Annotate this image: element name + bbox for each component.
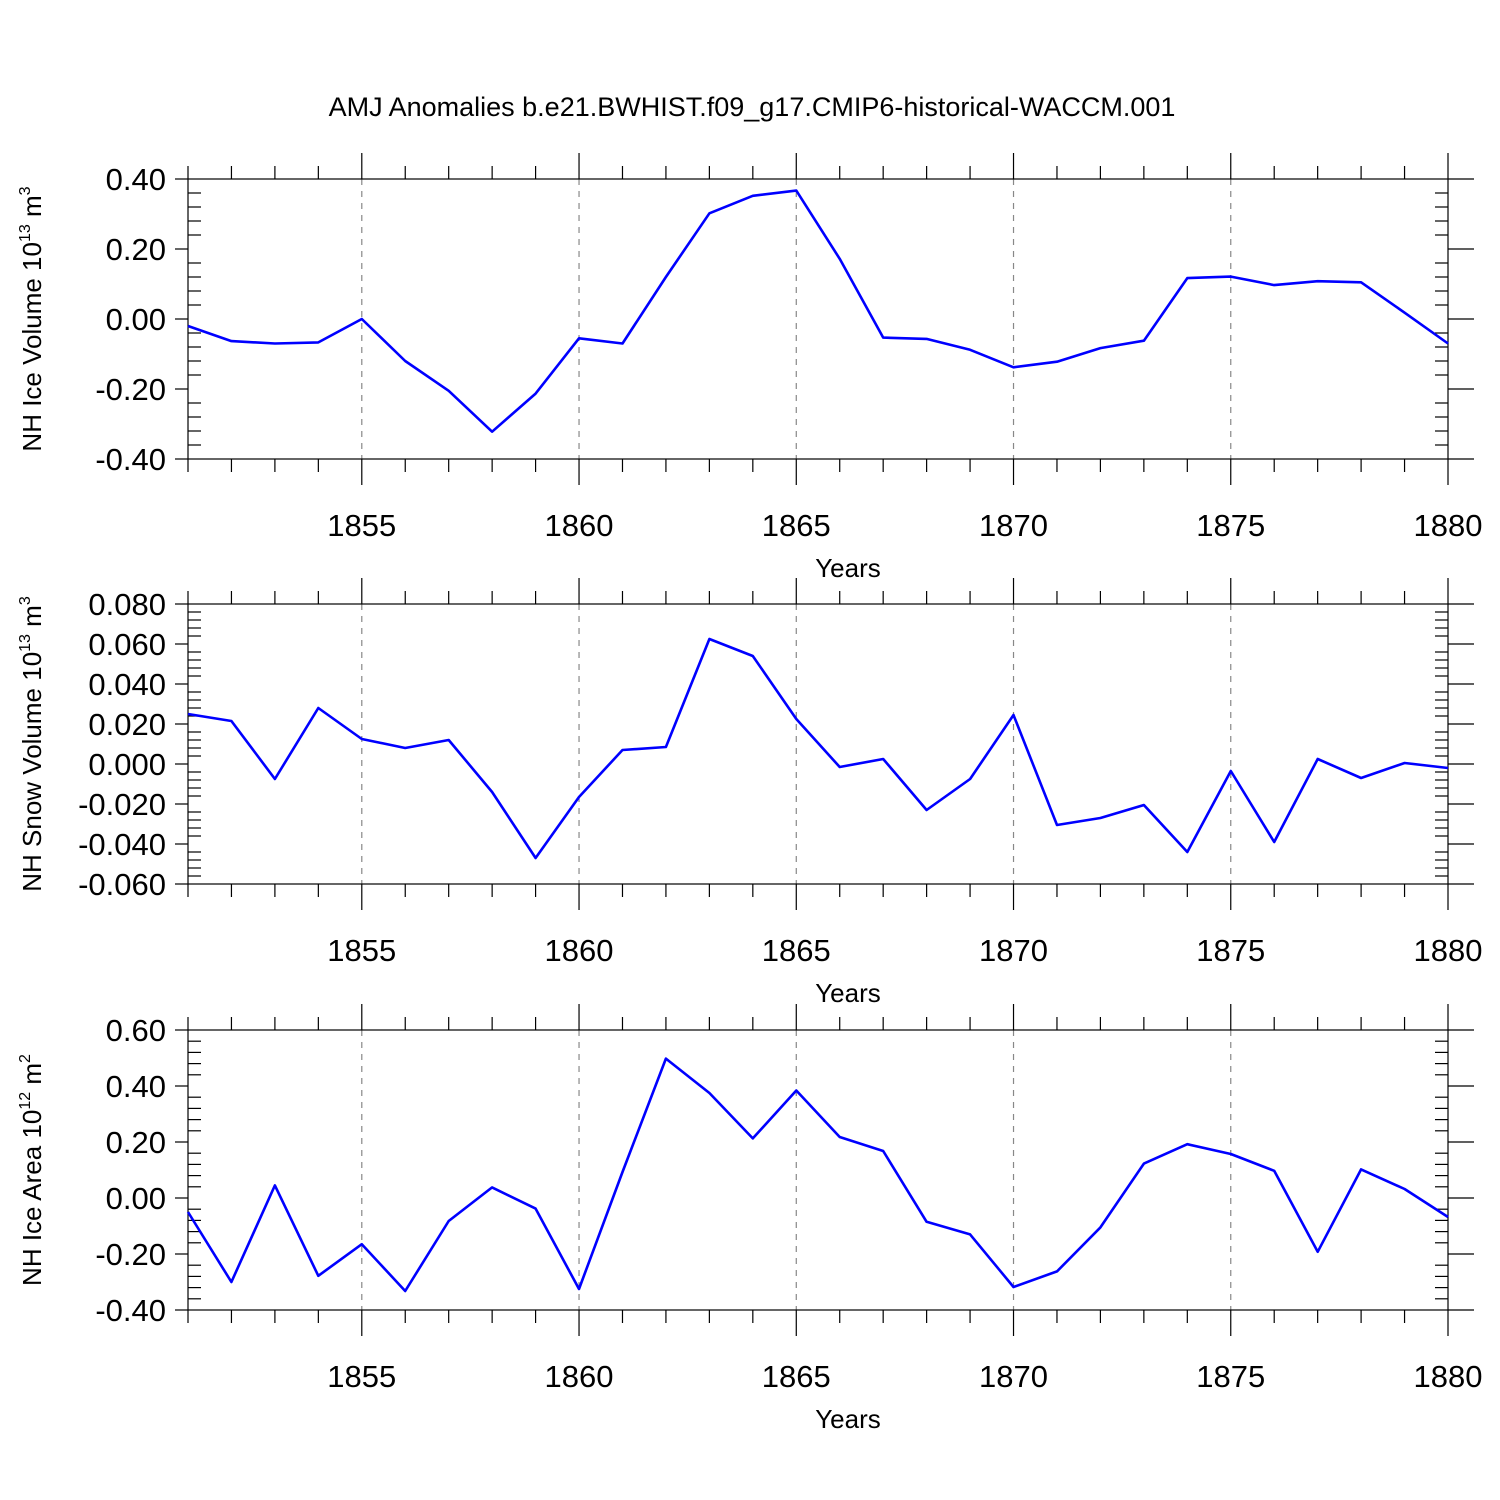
series-line bbox=[187, 637, 1449, 860]
x-tick-label: 1875 bbox=[1196, 933, 1265, 968]
y-tick-label: 0.040 bbox=[88, 667, 166, 702]
y-axis-label: NH Snow Volume 1013 m3 bbox=[17, 596, 47, 892]
y-tick-label: 0.20 bbox=[106, 232, 166, 267]
x-tick-label: 1855 bbox=[327, 508, 396, 543]
y-tick-label: 0.40 bbox=[106, 1069, 166, 1104]
series-line bbox=[187, 189, 1449, 434]
plot-frame bbox=[187, 1029, 1449, 1311]
series-line bbox=[186, 1057, 1449, 1293]
y-tick-label: 0.020 bbox=[88, 707, 166, 742]
x-tick-label: 1870 bbox=[979, 1359, 1048, 1394]
x-tick-label: 1875 bbox=[1196, 508, 1265, 543]
y-tick-label: 0.20 bbox=[106, 1125, 166, 1160]
y-tick-label: 0.60 bbox=[106, 1013, 166, 1048]
x-tick-label: 1865 bbox=[762, 933, 831, 968]
y-tick-label: -0.060 bbox=[78, 867, 166, 902]
x-tick-label: 1855 bbox=[327, 1359, 396, 1394]
y-tick-label: 0.080 bbox=[88, 587, 166, 622]
y-tick-label: 0.060 bbox=[88, 627, 166, 662]
y-tick-label: 0.000 bbox=[88, 747, 166, 782]
x-tick-label: 1870 bbox=[979, 508, 1048, 543]
x-tick-label: 1880 bbox=[1414, 1359, 1483, 1394]
panel-1: -0.40 -0.20 0.00 0.20 0.40 1855 1860 1865 1870 18… bbox=[17, 153, 1482, 583]
x-axis-label: Years bbox=[815, 553, 881, 583]
x-tick-label: 1860 bbox=[545, 508, 614, 543]
y-tick-label: 0.00 bbox=[106, 302, 166, 337]
x-tick-label: 1860 bbox=[545, 1359, 614, 1394]
y-axis-label: NH Ice Volume 1013 m3 bbox=[17, 186, 47, 451]
y-axis-label: NH Ice Area 1012 m2 bbox=[17, 1054, 47, 1286]
x-tick-label: 1880 bbox=[1414, 933, 1483, 968]
x-axis-label: Years bbox=[815, 1404, 881, 1434]
y-tick-label: -0.020 bbox=[78, 787, 166, 822]
panel-3: -0.40 -0.20 0.00 0.20 0.40 0.60 1855 1860 1865 18… bbox=[17, 1004, 1482, 1434]
chart-title: AMJ Anomalies b.e21.BWHIST.f09_g17.CMIP6… bbox=[329, 92, 1176, 122]
panels: -0.40 -0.20 0.00 0.20 0.40 1855 1860 1865 1870 18… bbox=[17, 153, 1482, 1434]
y-tick-label: -0.20 bbox=[95, 1237, 166, 1272]
x-tick-label: 1880 bbox=[1414, 508, 1483, 543]
y-tick-label: 0.00 bbox=[106, 1181, 166, 1216]
x-tick-label: 1875 bbox=[1196, 1359, 1265, 1394]
x-tick-label: 1865 bbox=[762, 508, 831, 543]
x-tick-label: 1870 bbox=[979, 933, 1048, 968]
plot-frame bbox=[187, 603, 1449, 885]
x-tick-label: 1855 bbox=[327, 933, 396, 968]
y-tick-label: -0.040 bbox=[78, 827, 166, 862]
y-tick-label: -0.20 bbox=[95, 372, 166, 407]
y-tick-label: -0.40 bbox=[95, 1293, 166, 1328]
x-tick-label: 1860 bbox=[545, 933, 614, 968]
x-axis-label: Years bbox=[815, 978, 881, 1008]
panel-2: -0.060 -0.040 -0.020 0.000 0.020 0.040 0.060 0.… bbox=[17, 578, 1482, 1008]
y-tick-label: -0.40 bbox=[95, 442, 166, 477]
y-tick-label: 0.40 bbox=[106, 162, 166, 197]
x-tick-label: 1865 bbox=[762, 1359, 831, 1394]
plot-frame bbox=[187, 178, 1449, 460]
